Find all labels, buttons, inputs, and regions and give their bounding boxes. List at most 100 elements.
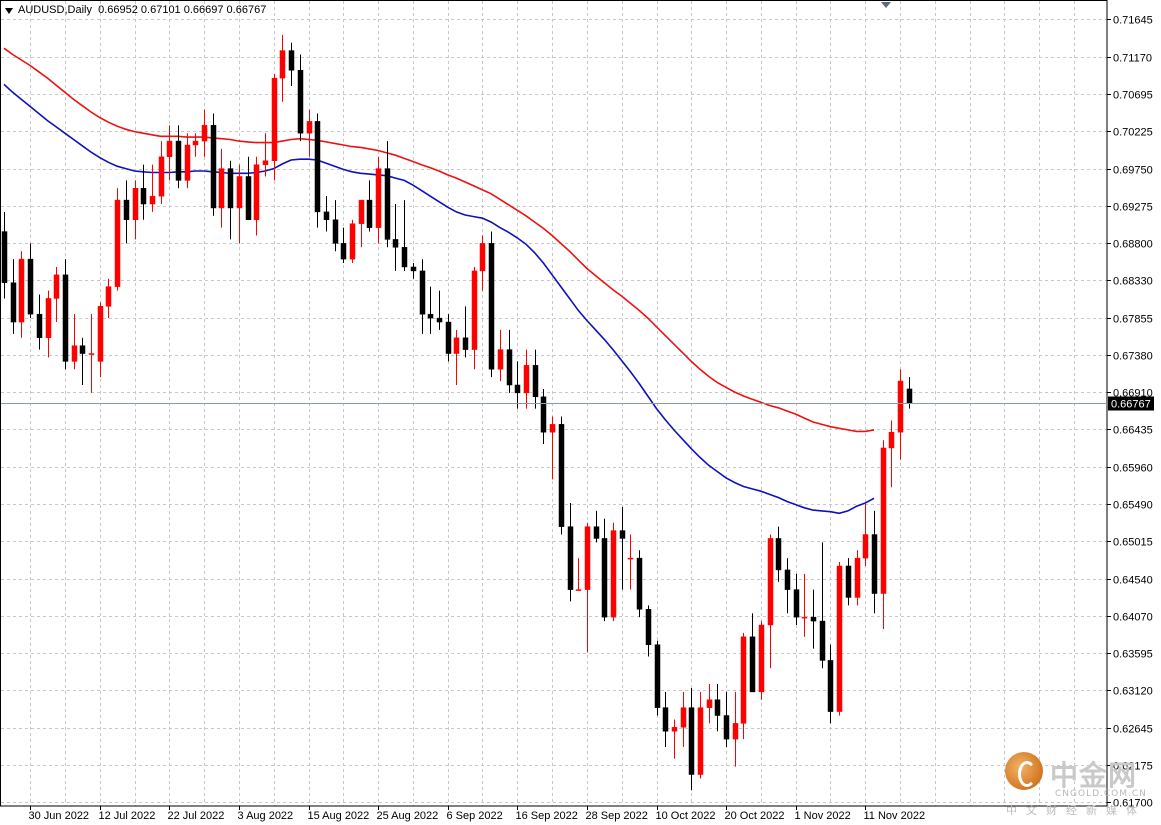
candle-body	[436, 317, 443, 323]
candle-body	[880, 447, 887, 594]
candle	[27, 243, 34, 319]
candle-body	[575, 589, 582, 591]
candle	[62, 259, 69, 370]
candle	[488, 231, 495, 378]
candle-body	[862, 534, 869, 559]
candle	[636, 550, 643, 618]
candle-body	[523, 365, 530, 394]
candle	[410, 263, 417, 279]
candle	[436, 290, 443, 330]
x-tick-label: 25 Aug 2022	[377, 810, 439, 822]
candle-body	[279, 50, 286, 79]
x-tick-label: 15 Aug 2022	[308, 810, 370, 822]
candle	[97, 302, 104, 378]
candle	[279, 34, 286, 102]
candle	[105, 278, 112, 319]
candle	[819, 542, 826, 669]
candle	[601, 518, 608, 622]
candle	[53, 266, 60, 323]
candle	[801, 573, 808, 637]
candle	[262, 133, 269, 177]
candle	[897, 369, 904, 460]
candle	[210, 113, 217, 216]
y-tick-label: 0.70225	[1113, 127, 1153, 139]
candle	[201, 109, 208, 157]
candle-body	[636, 557, 643, 610]
x-tick-label: 3 Aug 2022	[238, 810, 294, 822]
y-tick-label: 0.65490	[1113, 500, 1153, 512]
candle-body	[654, 644, 661, 708]
candle	[479, 235, 486, 291]
candle	[79, 337, 86, 386]
candle	[375, 156, 382, 244]
candle	[497, 329, 504, 382]
y-tick-label: 0.67380	[1113, 351, 1153, 363]
candle-body	[166, 140, 173, 158]
candle	[149, 164, 156, 212]
candle	[132, 180, 139, 240]
candle-body	[706, 699, 713, 708]
candle-body	[836, 565, 843, 712]
candle	[366, 180, 373, 232]
candle-body	[375, 168, 382, 228]
candle-body	[306, 121, 313, 134]
candle-body	[332, 219, 339, 244]
candle-body	[593, 526, 600, 539]
candle-body	[767, 538, 774, 626]
candle	[540, 388, 547, 445]
ma-red-line	[3, 47, 875, 433]
candle	[45, 290, 52, 358]
candle-body	[471, 270, 478, 350]
candle	[645, 605, 652, 657]
candles	[1, 34, 913, 791]
candle-body	[114, 199, 121, 287]
chart-shift-marker-icon[interactable]	[881, 2, 891, 8]
chart-menu-arrow-icon[interactable]	[5, 8, 13, 14]
candle-body	[645, 609, 652, 645]
logo-sub-text: 中文财经新媒体	[1006, 804, 1146, 817]
y-tick-label: 0.64540	[1113, 575, 1153, 587]
x-tick-label: 6 Sep 2022	[447, 810, 503, 822]
candle-body	[462, 337, 469, 350]
candle	[758, 621, 765, 700]
candle-body	[775, 538, 782, 571]
candle-body	[227, 168, 234, 209]
candle-body	[71, 345, 78, 362]
current-price-label: 0.66767	[1111, 399, 1151, 411]
candle-body	[384, 168, 391, 240]
x-tick-label: 10 Oct 2022	[656, 810, 716, 822]
candle	[714, 684, 721, 732]
logo-en-text: CNGOLD.COM.CN	[1055, 789, 1147, 799]
candle	[619, 506, 626, 590]
candle	[192, 133, 199, 157]
x-tick-label: 22 Jul 2022	[168, 810, 225, 822]
candle-body	[192, 140, 199, 146]
candle	[306, 109, 313, 157]
candle-body	[688, 707, 695, 775]
candle-body	[27, 258, 34, 315]
candle-body	[906, 388, 913, 404]
candle-body	[445, 321, 452, 354]
candle	[271, 74, 278, 181]
candle-body	[201, 125, 208, 142]
candle	[175, 125, 182, 189]
candle-body	[18, 258, 25, 323]
candle-body	[845, 565, 852, 598]
candle	[184, 133, 191, 189]
candle-body	[366, 199, 373, 228]
candle	[384, 141, 391, 248]
candle-body	[506, 349, 513, 386]
candle-body	[340, 243, 347, 260]
candle-body	[158, 156, 165, 197]
candle	[471, 266, 478, 370]
y-tick-label: 0.66435	[1113, 425, 1153, 437]
candle-body	[97, 306, 104, 362]
candle-body	[671, 727, 678, 732]
candle-body	[758, 624, 765, 693]
candle-body	[601, 538, 608, 618]
candle	[288, 42, 295, 86]
candle-body	[53, 274, 60, 299]
candle-body	[714, 699, 721, 716]
